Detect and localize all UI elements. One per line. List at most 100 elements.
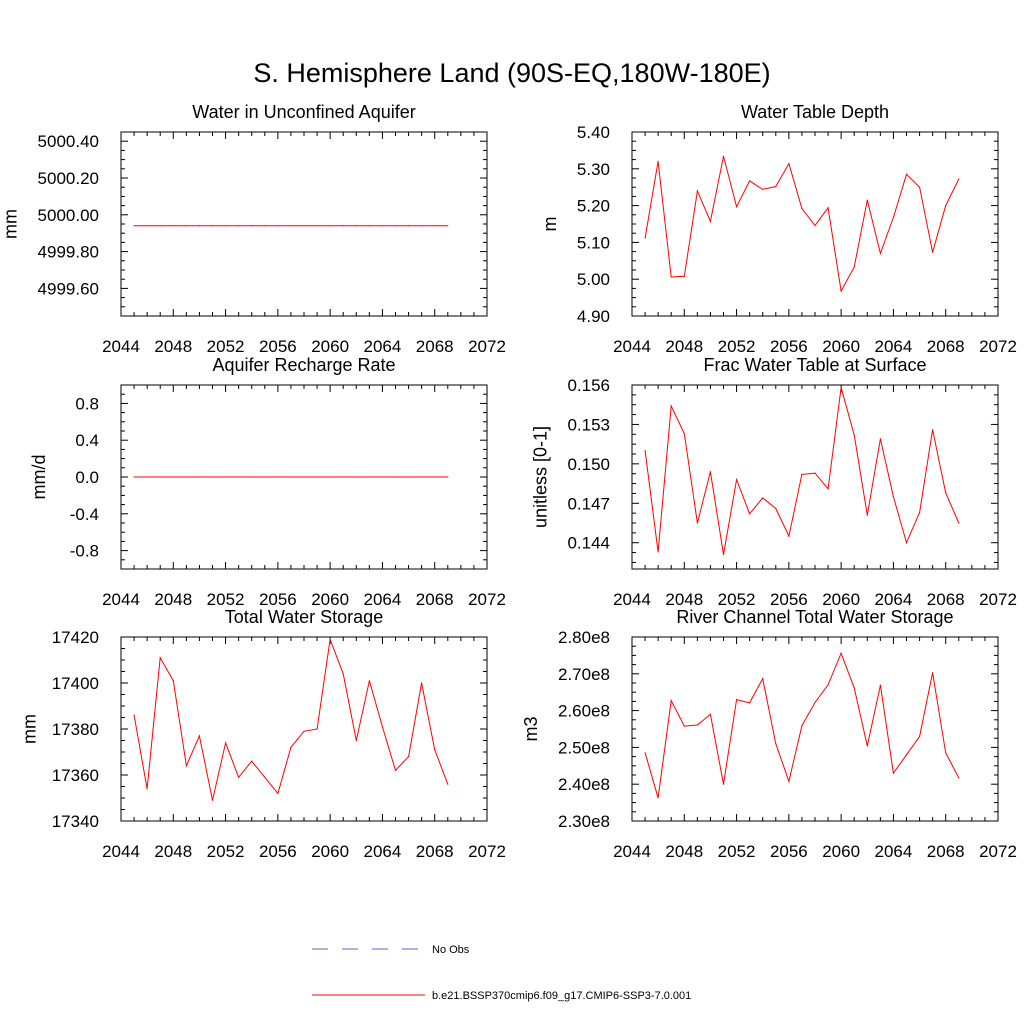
data-point — [722, 783, 725, 785]
data-point — [827, 488, 829, 490]
y-tick-label: 4.90 — [577, 307, 610, 326]
panel-title: Water in Unconfined Aquifer — [192, 102, 415, 122]
data-point — [185, 476, 187, 478]
data-point — [316, 476, 318, 478]
data-point — [329, 638, 331, 640]
plot-frame — [631, 636, 999, 822]
data-point — [342, 476, 344, 478]
y-tick-label: 0.144 — [567, 534, 610, 553]
x-tick-label: 2068 — [927, 337, 965, 356]
data-point — [840, 290, 842, 292]
data-point — [814, 701, 816, 704]
y-axis-label: mm — [1, 209, 21, 239]
panel-4: Frac Water Table at Surface 2044 2048 2052 2… — [531, 355, 1017, 609]
data-point — [238, 776, 240, 778]
data-point — [866, 199, 868, 201]
x-tick-label: 2048 — [665, 337, 703, 356]
y-tick-label: 2.30e8 — [558, 812, 610, 831]
data-point — [368, 225, 370, 227]
data-point — [905, 173, 908, 175]
y-tick-label: 0.150 — [567, 455, 610, 474]
data-point — [198, 476, 200, 478]
series-line — [644, 156, 960, 293]
data-point — [788, 780, 790, 782]
data-point — [696, 724, 699, 726]
data-point — [447, 225, 449, 227]
y-axis-label: mm — [20, 714, 40, 744]
data-point — [749, 513, 751, 515]
y-tick-label: 0.8 — [75, 394, 99, 413]
series-line — [133, 637, 449, 801]
y-tick-label: 5000.40 — [38, 132, 99, 151]
x-tick-label: 2072 — [468, 590, 506, 609]
data-point — [879, 252, 882, 254]
y-tick-label: 5000.20 — [38, 169, 99, 188]
x-tick-label: 2052 — [207, 590, 245, 609]
data-point — [434, 476, 436, 478]
x-tick-label: 2048 — [154, 842, 192, 861]
y-tick-label: 5.30 — [577, 160, 610, 179]
data-point — [198, 225, 200, 227]
y-tick-label: 4999.80 — [38, 243, 99, 262]
data-point — [853, 266, 855, 268]
data-point — [408, 756, 410, 758]
data-point — [788, 535, 790, 537]
data-point — [368, 476, 370, 478]
data-point — [225, 225, 227, 227]
data-point — [644, 237, 646, 239]
data-point — [342, 673, 344, 675]
data-point — [919, 186, 921, 188]
data-point — [172, 476, 174, 478]
y-tick-label: 5.40 — [577, 123, 610, 142]
data-point — [225, 742, 227, 744]
data-point — [722, 155, 725, 157]
data-point — [709, 220, 712, 222]
x-tick-label: 2048 — [154, 337, 192, 356]
panels: Water in Unconfined Aquifer 2044 2048 2052 2… — [1, 102, 1017, 861]
y-tick-label: 17420 — [52, 628, 99, 647]
data-point — [185, 765, 187, 767]
data-point — [657, 160, 659, 162]
x-tick-label: 2056 — [770, 337, 808, 356]
data-point — [736, 479, 738, 481]
panel-2: Water Table Depth 2044 2048 2052 2056 2060 206… — [540, 102, 1017, 356]
data-point — [762, 188, 764, 190]
panel-title: Frac Water Table at Surface — [703, 355, 926, 375]
x-tick-label: 2068 — [416, 842, 454, 861]
y-tick-label: 5000.00 — [38, 206, 99, 225]
data-point — [277, 225, 279, 227]
panel-3: Aquifer Recharge Rate 2044 2048 2052 2056 206… — [29, 355, 506, 609]
x-tick-label: 2072 — [979, 842, 1017, 861]
panel-title: River Channel Total Water Storage — [676, 607, 953, 627]
x-tick-label: 2064 — [364, 590, 402, 609]
y-axis-label: unitless [0-1] — [531, 426, 551, 528]
x-tick-label: 2056 — [259, 590, 297, 609]
data-point — [381, 726, 383, 728]
data-point — [290, 746, 292, 749]
data-point — [827, 684, 829, 686]
data-point — [211, 225, 214, 227]
data-point — [879, 438, 882, 440]
x-tick-label: 2044 — [102, 337, 140, 356]
x-tick-label: 2056 — [770, 842, 808, 861]
data-point — [670, 700, 672, 702]
data-point — [211, 476, 214, 478]
data-point — [381, 225, 383, 227]
data-point — [133, 714, 135, 716]
data-point — [303, 225, 305, 227]
x-tick-label: 2052 — [207, 337, 245, 356]
data-point — [251, 225, 253, 227]
data-point — [892, 772, 895, 774]
x-tick-label: 2060 — [311, 842, 349, 861]
x-tick-label: 2060 — [822, 842, 860, 861]
y-tick-label: 17380 — [52, 720, 99, 739]
x-tick-label: 2048 — [665, 590, 703, 609]
x-tick-label: 2048 — [665, 842, 703, 861]
series-line — [644, 387, 960, 555]
x-tick-label: 2064 — [875, 842, 913, 861]
x-tick-label: 2044 — [613, 842, 651, 861]
data-point — [251, 476, 253, 478]
data-point — [892, 216, 895, 218]
panel-6: River Channel Total Water Storage 2044 204… — [521, 607, 1017, 861]
data-point — [879, 684, 882, 686]
